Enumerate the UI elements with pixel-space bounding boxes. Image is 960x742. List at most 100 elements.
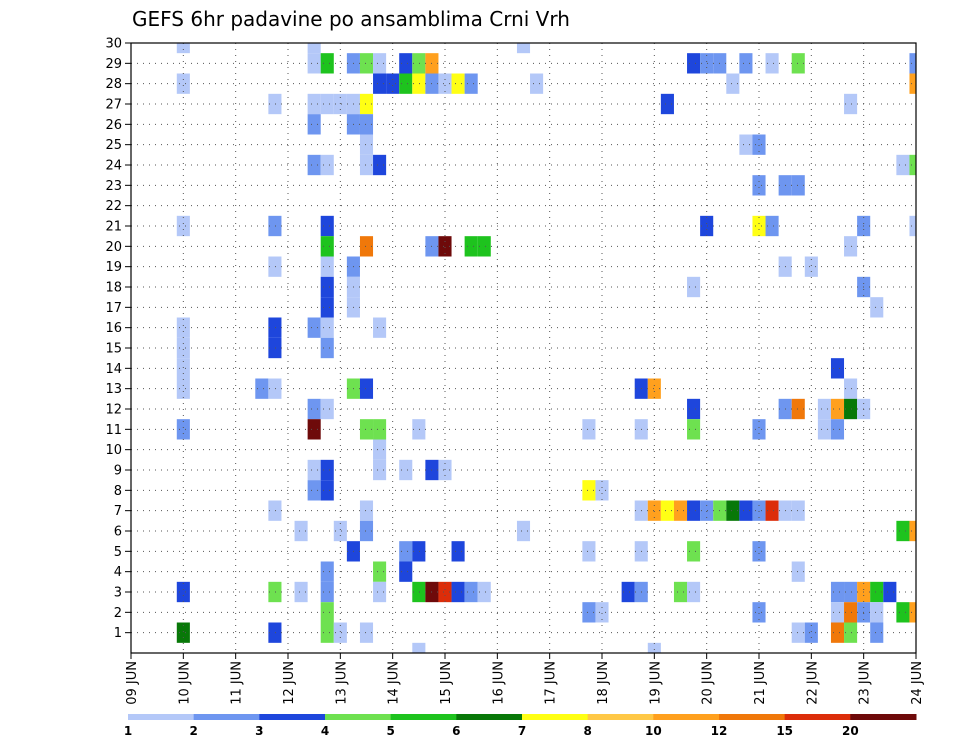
precip-cell — [752, 134, 766, 155]
y-tick-label: 6 — [114, 525, 122, 540]
precip-cell — [176, 215, 190, 237]
precip-cell — [412, 73, 426, 94]
colorbar-swatch — [193, 714, 260, 720]
y-tick-label: 28 — [105, 77, 122, 92]
y-tick-label: 24 — [105, 159, 122, 174]
y-tick-label: 16 — [105, 321, 122, 336]
precip-cell — [320, 215, 334, 237]
precip-cell — [582, 602, 596, 623]
precip-cell — [373, 459, 387, 481]
precip-cell — [176, 317, 190, 338]
precip-cell — [830, 358, 845, 379]
precip-cell — [307, 43, 321, 54]
precip-cell — [359, 236, 374, 257]
precip-cell — [791, 500, 805, 521]
precip-cell — [752, 602, 766, 623]
colorbar-swatch — [719, 714, 786, 720]
precip-cell — [726, 73, 740, 94]
colorbar-label: 8 — [583, 724, 591, 738]
precip-cell — [320, 398, 334, 420]
precip-cell — [844, 622, 858, 643]
colorbar-label: 10 — [645, 724, 662, 738]
precip-cell — [359, 419, 374, 440]
precip-cell — [883, 581, 897, 603]
precip-cell — [307, 398, 321, 420]
precip-cell — [176, 581, 190, 603]
precip-cell — [477, 581, 491, 603]
precip-cell — [844, 602, 858, 623]
chart-title: GEFS 6hr padavine po ansamblima Crni Vrh — [132, 7, 570, 31]
colorbar-label: 4 — [321, 724, 329, 738]
y-tick-label: 20 — [105, 240, 122, 255]
precip-cell — [307, 53, 321, 74]
y-tick-label: 14 — [105, 362, 122, 377]
y-tick-label: 18 — [105, 281, 122, 296]
y-tick-label: 12 — [105, 403, 122, 418]
precip-cell — [909, 602, 916, 623]
axes-layer: 1234567891011121314151617181920212223242… — [105, 37, 925, 705]
precip-cell — [844, 378, 858, 399]
precip-cell — [909, 73, 916, 94]
precip-cell — [176, 378, 190, 399]
precip-cell — [621, 581, 635, 603]
colorbar-swatch — [850, 714, 917, 720]
precip-cell — [687, 419, 701, 440]
precip-cell — [595, 602, 609, 623]
precip-cell — [647, 378, 661, 399]
precip-cell — [176, 43, 190, 54]
y-tick-label: 4 — [114, 565, 122, 580]
x-tick-label: 21 JUN — [753, 661, 768, 705]
y-tick-label: 17 — [105, 301, 122, 316]
x-tick-label: 17 JUN — [544, 661, 559, 705]
precip-cell — [870, 297, 884, 318]
precip-cell — [752, 215, 766, 237]
precip-cell — [307, 317, 321, 338]
precip-cell — [660, 500, 674, 521]
precip-cell — [268, 337, 282, 359]
precip-cell — [176, 337, 190, 359]
precip-cell — [307, 93, 321, 115]
precip-cell — [752, 541, 766, 562]
precip-cell — [687, 276, 701, 298]
precip-cell — [700, 215, 714, 237]
precip-cell — [647, 642, 661, 653]
precip-cell — [359, 154, 374, 176]
precip-cell — [359, 53, 374, 74]
precip-cell — [307, 114, 321, 135]
y-tick-label: 10 — [105, 443, 122, 458]
precip-cell — [320, 602, 334, 623]
precip-cell — [294, 520, 308, 542]
precip-cell — [386, 73, 400, 94]
precip-cell — [726, 500, 740, 521]
precip-cell — [359, 622, 374, 643]
y-tick-label: 21 — [105, 220, 122, 235]
precip-cell — [333, 520, 347, 542]
x-tick-label: 12 JUN — [282, 661, 297, 705]
precip-cell — [320, 337, 334, 359]
precip-cell — [320, 561, 334, 582]
colorbar-label: 6 — [452, 724, 460, 738]
precip-cell — [320, 297, 334, 318]
x-tick-label: 20 JUN — [701, 661, 716, 705]
precip-cell — [373, 561, 387, 582]
precip-cell — [530, 73, 544, 94]
precip-cell — [844, 93, 858, 115]
precip-cell — [320, 236, 334, 257]
y-tick-label: 2 — [114, 606, 122, 621]
precip-cell — [268, 581, 282, 603]
precip-cell — [830, 581, 845, 603]
precip-cell — [307, 480, 321, 501]
precip-cell — [844, 236, 858, 257]
precip-cell — [359, 134, 374, 155]
colorbar-label: 5 — [386, 724, 394, 738]
precip-cell — [660, 93, 674, 115]
precip-cell — [399, 561, 413, 582]
y-tick-label: 19 — [105, 260, 122, 275]
precip-cell — [320, 276, 334, 298]
precip-cell — [176, 358, 190, 379]
y-tick-label: 3 — [114, 586, 122, 601]
precip-cell — [687, 581, 701, 603]
y-tick-label: 9 — [114, 464, 122, 479]
precip-cell — [739, 134, 753, 155]
precip-cell — [582, 419, 596, 440]
